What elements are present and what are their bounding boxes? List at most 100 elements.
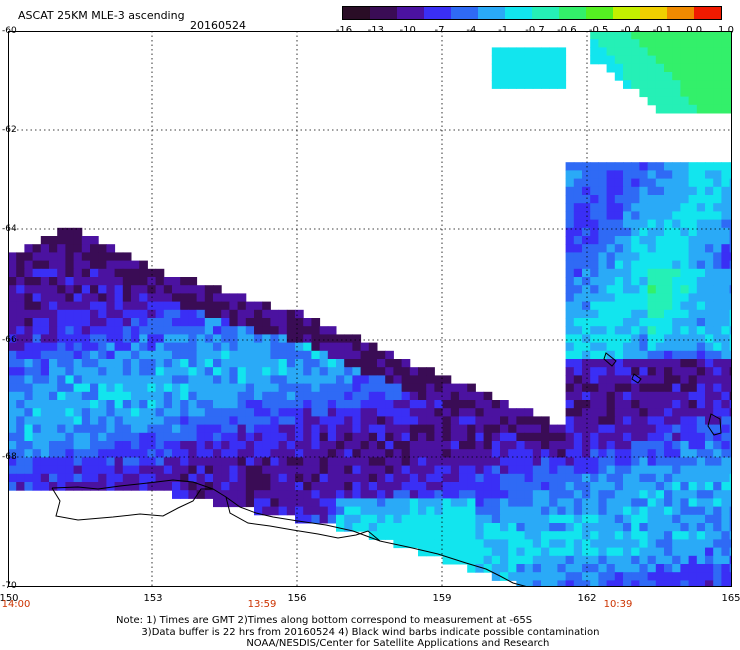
wind-cell — [106, 482, 116, 491]
wind-cell — [24, 473, 34, 483]
wind-cell — [131, 473, 140, 483]
wind-cell — [705, 506, 714, 516]
wind-cell — [303, 318, 312, 327]
wind-cell — [549, 72, 558, 81]
wind-cell — [672, 383, 681, 393]
wind-cell — [49, 375, 58, 385]
wind-cell — [500, 424, 509, 434]
wind-cell — [664, 400, 673, 409]
wind-cell — [664, 498, 673, 508]
wind-cell — [713, 555, 722, 565]
wind-cell — [229, 342, 239, 352]
wind-cell — [237, 498, 247, 508]
wind-cell — [122, 260, 132, 270]
wind-cell — [721, 211, 731, 221]
wind-cell — [565, 580, 575, 587]
wind-cell — [122, 342, 132, 352]
wind-cell — [631, 350, 640, 360]
wind-cell — [696, 195, 706, 204]
wind-cell — [352, 367, 362, 376]
wind-cell — [598, 424, 608, 434]
wind-cell — [147, 424, 157, 434]
wind-cell — [213, 318, 222, 327]
coastline-path — [603, 352, 617, 367]
wind-cell — [65, 473, 75, 483]
wind-cell — [16, 424, 25, 434]
wind-cell — [196, 482, 206, 491]
wind-cell — [721, 457, 731, 467]
wind-cell — [418, 449, 427, 458]
wind-cell — [705, 244, 714, 253]
wind-cell — [639, 293, 649, 303]
wind-cell — [631, 285, 640, 294]
wind-cell — [278, 482, 288, 491]
wind-cell — [614, 334, 624, 344]
wind-cell — [57, 482, 66, 491]
wind-cell — [139, 391, 148, 401]
wind-cell — [729, 383, 732, 393]
wind-cell — [336, 506, 345, 516]
wind-cell — [680, 473, 690, 483]
wind-cell — [32, 244, 42, 253]
wind-cell — [631, 514, 640, 524]
wind-cell — [680, 367, 690, 376]
wind-cell — [73, 416, 83, 426]
wind-cell — [16, 277, 25, 286]
wind-cell — [295, 326, 304, 335]
wind-cell — [147, 309, 157, 319]
wind-cell — [49, 465, 58, 475]
wind-cell — [647, 326, 657, 335]
wind-cell — [606, 531, 616, 540]
wind-cell — [245, 490, 255, 499]
wind-cell — [319, 367, 329, 376]
wind-cell — [614, 416, 624, 426]
wind-cell — [311, 514, 321, 524]
wind-cell — [459, 531, 468, 540]
wind-cell — [139, 318, 148, 327]
wind-cell — [614, 178, 624, 188]
wind-cell — [377, 449, 386, 458]
wind-cell — [475, 416, 485, 426]
wind-cell — [631, 572, 640, 581]
wind-cell — [327, 400, 337, 409]
wind-cell — [311, 449, 321, 458]
wind-cell — [40, 424, 50, 434]
wind-cell — [377, 367, 386, 376]
wind-cell — [672, 359, 681, 368]
wind-cell — [32, 350, 42, 360]
wind-cell — [393, 375, 403, 385]
wind-cell — [352, 482, 362, 491]
wind-cell — [180, 490, 189, 499]
wind-cell — [311, 482, 321, 491]
wind-cell — [311, 424, 321, 434]
wind-cell — [582, 473, 591, 483]
wind-cell — [672, 375, 681, 385]
wind-cell — [614, 498, 624, 508]
wind-cell — [32, 293, 42, 303]
wind-cell — [631, 211, 640, 221]
wind-cell — [623, 244, 632, 253]
wind-cell — [491, 490, 501, 499]
wind-cell — [688, 523, 698, 532]
wind-cell — [647, 186, 657, 196]
wind-cell — [73, 244, 83, 253]
wind-cell — [180, 408, 189, 417]
wind-cell — [516, 63, 526, 73]
wind-cell — [360, 506, 370, 516]
wind-cell — [254, 441, 263, 450]
wind-cell — [57, 260, 66, 270]
wind-cell — [8, 285, 17, 294]
wind-cell — [418, 539, 427, 549]
wind-cell — [565, 457, 575, 467]
wind-cell — [139, 400, 148, 409]
wind-cell — [639, 47, 649, 57]
wind-cell — [672, 211, 681, 221]
wind-cell — [614, 342, 624, 352]
wind-cell — [393, 441, 403, 450]
wind-cell — [729, 104, 732, 114]
wind-cell — [664, 334, 673, 344]
wind-cell — [270, 473, 280, 483]
wind-cell — [286, 482, 296, 491]
wind-cell — [508, 547, 517, 557]
colorbar-swatch — [424, 7, 452, 19]
